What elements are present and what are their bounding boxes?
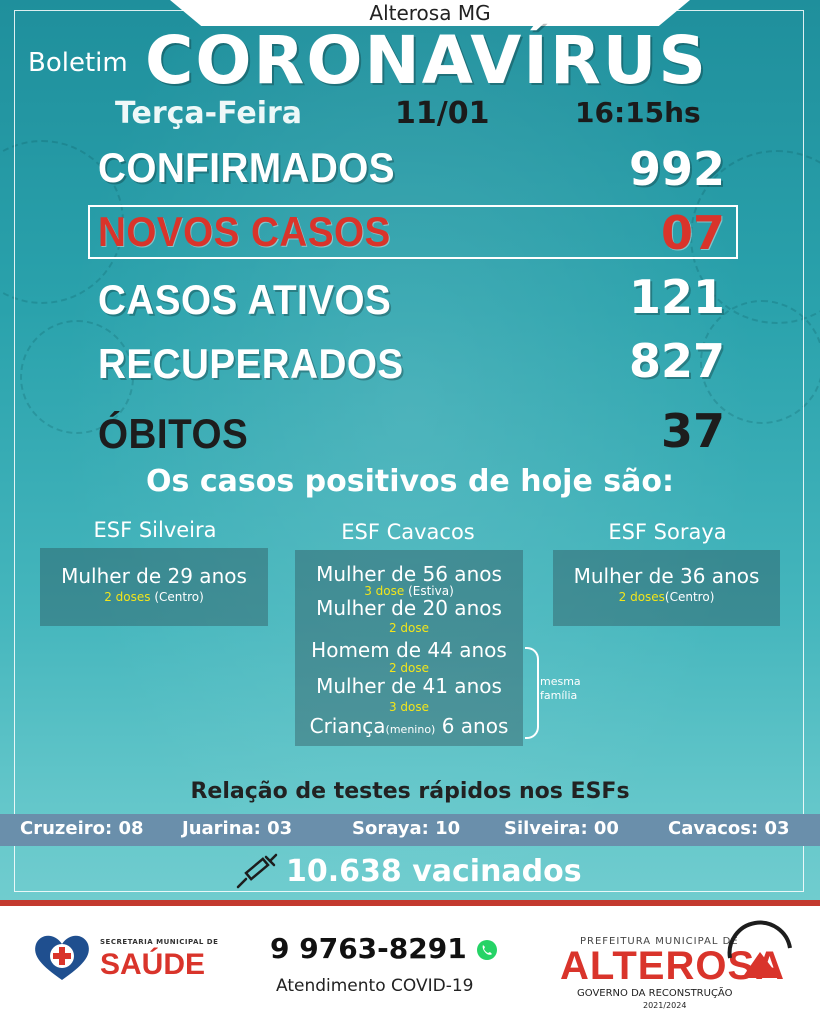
dose-location: (Centro) xyxy=(154,590,204,604)
vaccinated-count: 10.638 vacinados xyxy=(286,853,582,889)
confirmed-value: 992 xyxy=(628,142,725,196)
esf-cavacos-title: ESF Cavacos xyxy=(341,520,475,544)
time-label: 16:15hs xyxy=(575,96,701,129)
test-cruzeiro: Cruzeiro: 08 xyxy=(20,818,144,839)
new-cases-box xyxy=(88,205,738,259)
prefeitura-label: PREFEITURA MUNICIPAL DE xyxy=(580,936,739,947)
case-entry: Homem de 44 anos xyxy=(311,638,507,662)
dose-count: 2 dose xyxy=(388,621,430,635)
date-label: 11/01 xyxy=(395,96,490,131)
case-subject: Criança xyxy=(309,714,386,738)
test-juarina: Juarina: 03 xyxy=(182,818,293,839)
today-heading: Os casos positivos de hoje são: xyxy=(146,464,674,499)
government-slogan: GOVERNO DA RECONSTRUÇÃO xyxy=(577,988,733,999)
boletim-label: Boletim xyxy=(28,48,128,78)
dose-note: 2 doses(Centro) xyxy=(553,590,780,604)
whatsapp-icon xyxy=(477,940,498,960)
dose-count: 3 dose xyxy=(388,700,430,714)
case-subject-note: (menino) xyxy=(385,723,436,736)
alterosa-emblem-icon xyxy=(727,920,792,978)
dose-note: 2 dose xyxy=(295,661,523,675)
test-soraya: Soraya: 10 xyxy=(352,818,461,839)
recovered-label: RECUPERADOS xyxy=(98,340,404,387)
family-brace xyxy=(525,647,539,739)
dose-note: 3 dose xyxy=(295,700,523,714)
saude-name: SAÚDE xyxy=(100,948,206,981)
deaths-value: 37 xyxy=(660,404,725,458)
government-years: 2021/2024 xyxy=(643,1001,687,1010)
vaccinated-line: 10.638 vacinados xyxy=(236,853,582,889)
case-entry: Mulher de 56 anos xyxy=(316,562,502,586)
footer-bar xyxy=(0,900,820,1024)
test-silveira: Silveira: 00 xyxy=(504,818,619,839)
recovered-value: 827 xyxy=(628,334,725,388)
virus-illustration xyxy=(700,300,820,424)
dose-count: 2 doses xyxy=(104,590,151,604)
case-entry: Mulher de 20 anos xyxy=(316,596,502,620)
dose-count: 2 doses xyxy=(618,590,665,604)
esf-soraya-box: Mulher de 36 anos 2 doses(Centro) xyxy=(553,550,780,626)
saude-subtitle: SECRETARIA MUNICIPAL DE xyxy=(100,938,219,946)
case-entry: Mulher de 41 anos xyxy=(316,674,502,698)
family-note-line: família xyxy=(540,689,578,702)
esf-soraya-title: ESF Soraya xyxy=(608,520,727,544)
family-note-line: mesma xyxy=(540,675,581,688)
saude-logo: SECRETARIA MUNICIPAL DE SAÚDE xyxy=(30,930,230,990)
dose-note: 2 doses (Centro) xyxy=(40,590,268,604)
active-value: 121 xyxy=(628,270,725,324)
new-cases-value: 07 xyxy=(660,206,725,260)
esf-silveira-box: Mulher de 29 anos 2 doses (Centro) xyxy=(40,548,268,626)
heart-cross-icon xyxy=(35,935,89,980)
tests-heading: Relação de testes rápidos nos ESFs xyxy=(190,779,630,804)
esf-cavacos-box: Mulher de 56 anos 3 dose (Estiva) Mulher… xyxy=(295,550,523,746)
new-cases-label: NOVOS CASOS xyxy=(98,208,391,255)
active-label: CASOS ATIVOS xyxy=(98,276,392,323)
test-cavacos: Cavacos: 03 xyxy=(668,818,790,839)
case-entry: Mulher de 29 anos xyxy=(61,564,247,588)
dose-location: (Estiva) xyxy=(408,584,454,598)
confirmed-label: CONFIRMADOS xyxy=(98,144,396,191)
covid-service-label: Atendimento COVID-19 xyxy=(276,976,474,996)
tests-bar xyxy=(0,814,820,846)
virus-illustration xyxy=(20,320,134,434)
deaths-label: ÓBITOS xyxy=(98,410,249,457)
case-age: 6 anos xyxy=(441,714,509,738)
dose-location: (Centro) xyxy=(664,590,715,604)
case-entry: Mulher de 36 anos xyxy=(573,564,760,588)
alterosa-logo-text: ALTEROSA xyxy=(560,944,786,988)
dose-note: 2 dose xyxy=(295,621,523,635)
family-note: mesma família xyxy=(540,675,581,703)
dose-note: 3 dose (Estiva) xyxy=(295,584,523,598)
phone-number: 9 9763-8291 xyxy=(270,932,498,965)
dose-count: 2 dose xyxy=(388,661,430,675)
weekday-label: Terça-Feira xyxy=(115,96,303,131)
phone-text: 9 9763-8291 xyxy=(270,932,467,965)
syringe-icon xyxy=(236,853,278,889)
case-entry: Criança(menino) 6 anos xyxy=(295,714,523,738)
page-title: CORONAVÍRUS xyxy=(145,22,708,99)
esf-silveira-title: ESF Silveira xyxy=(93,518,217,542)
location-tab xyxy=(170,0,690,26)
location-label: Alterosa MG xyxy=(369,1,491,25)
dose-count: 3 dose xyxy=(364,584,405,598)
